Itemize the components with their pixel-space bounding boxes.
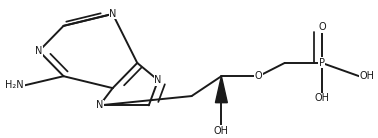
Text: N: N [35,46,43,56]
Text: H₂N: H₂N [5,80,24,91]
Text: O: O [255,71,262,81]
Text: O: O [318,22,326,32]
Text: N: N [155,75,162,85]
Text: N: N [96,100,103,110]
Text: N: N [109,9,116,19]
Text: OH: OH [214,126,229,136]
Text: P: P [319,58,325,68]
Polygon shape [215,76,227,103]
Text: OH: OH [314,93,329,103]
Text: OH: OH [359,71,374,81]
